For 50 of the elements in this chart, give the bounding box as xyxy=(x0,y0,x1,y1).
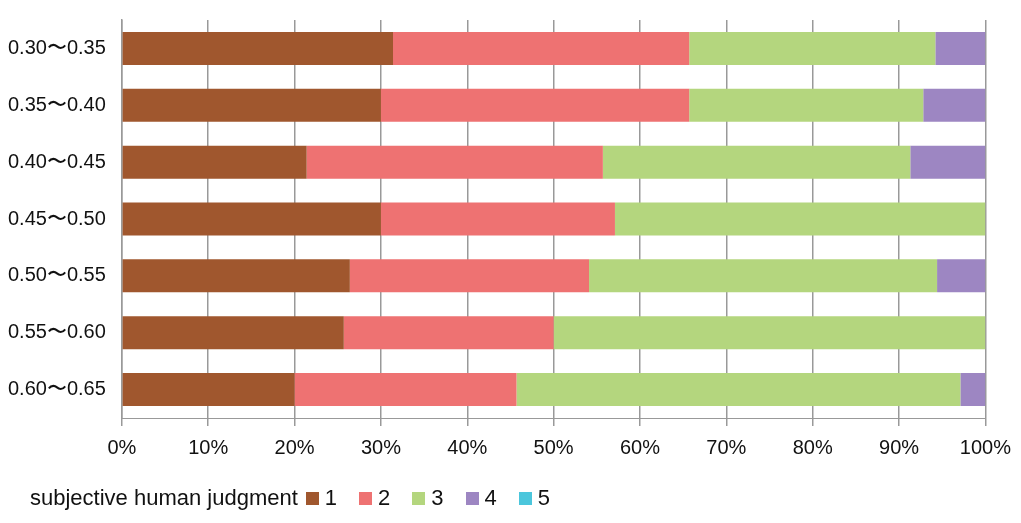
bar xyxy=(910,145,986,179)
bar xyxy=(553,316,986,350)
x-tick-label: 0% xyxy=(107,435,137,458)
y-tick-label: 0.30〜0.35 xyxy=(7,35,106,58)
legend-label: 1 xyxy=(324,485,338,511)
x-tick-label: 80% xyxy=(792,435,833,458)
bar xyxy=(393,31,690,65)
bar xyxy=(602,145,911,179)
bar xyxy=(122,145,307,179)
bar xyxy=(689,88,924,122)
bar xyxy=(122,88,381,122)
bar xyxy=(937,259,986,293)
bar xyxy=(122,259,350,293)
legend-title: subjective human judgment xyxy=(30,485,298,511)
bar xyxy=(122,316,344,350)
legend-label: 3 xyxy=(431,485,444,511)
x-tick-label: 70% xyxy=(706,435,747,458)
x-tick-label: 40% xyxy=(447,435,488,458)
x-tick-label: 50% xyxy=(533,435,574,458)
bar xyxy=(689,31,936,65)
bar xyxy=(935,31,986,65)
y-tick-label: 0.35〜0.40 xyxy=(7,92,106,115)
y-tick-label: 0.45〜0.50 xyxy=(7,206,106,229)
bar xyxy=(349,259,590,293)
bar xyxy=(960,373,986,407)
bar xyxy=(923,88,986,122)
bar xyxy=(380,88,690,122)
y-tick-label: 0.50〜0.55 xyxy=(7,263,106,286)
legend-label: 4 xyxy=(484,485,497,511)
legend-label: 5 xyxy=(537,485,551,511)
y-tick-label: 0.60〜0.65 xyxy=(7,377,106,400)
bar xyxy=(294,373,517,407)
bar xyxy=(306,145,603,179)
x-tick-label: 20% xyxy=(274,435,315,458)
bar xyxy=(380,202,615,236)
bar xyxy=(122,202,381,236)
bar xyxy=(614,202,986,236)
y-tick-label: 0.40〜0.45 xyxy=(7,149,106,172)
x-tick-label: 100% xyxy=(959,435,1012,458)
x-tick-label: 90% xyxy=(879,435,920,458)
bar xyxy=(343,316,554,350)
bar xyxy=(122,31,394,65)
x-tick-label: 30% xyxy=(360,435,402,458)
bar xyxy=(589,259,938,293)
x-tick-label: 10% xyxy=(188,435,229,458)
bar xyxy=(122,373,295,407)
legend-label: 2 xyxy=(378,485,391,511)
bar xyxy=(516,373,961,407)
y-tick-label: 0.55〜0.60 xyxy=(7,320,106,343)
x-tick-label: 60% xyxy=(619,435,661,458)
